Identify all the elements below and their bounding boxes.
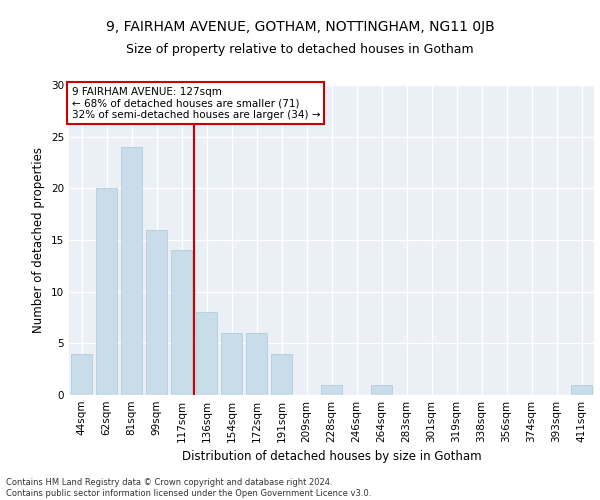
Bar <box>271 354 292 395</box>
Bar <box>196 312 217 395</box>
Bar <box>321 384 342 395</box>
Text: 9, FAIRHAM AVENUE, GOTHAM, NOTTINGHAM, NG11 0JB: 9, FAIRHAM AVENUE, GOTHAM, NOTTINGHAM, N… <box>106 20 494 34</box>
Bar <box>121 147 142 395</box>
Bar <box>96 188 117 395</box>
Text: 9 FAIRHAM AVENUE: 127sqm
← 68% of detached houses are smaller (71)
32% of semi-d: 9 FAIRHAM AVENUE: 127sqm ← 68% of detach… <box>71 86 320 120</box>
X-axis label: Distribution of detached houses by size in Gotham: Distribution of detached houses by size … <box>182 450 481 464</box>
Bar <box>146 230 167 395</box>
Bar <box>171 250 192 395</box>
Y-axis label: Number of detached properties: Number of detached properties <box>32 147 46 333</box>
Bar <box>246 333 267 395</box>
Text: Contains HM Land Registry data © Crown copyright and database right 2024.
Contai: Contains HM Land Registry data © Crown c… <box>6 478 371 498</box>
Bar <box>371 384 392 395</box>
Bar <box>71 354 92 395</box>
Bar <box>571 384 592 395</box>
Bar <box>221 333 242 395</box>
Text: Size of property relative to detached houses in Gotham: Size of property relative to detached ho… <box>126 42 474 56</box>
